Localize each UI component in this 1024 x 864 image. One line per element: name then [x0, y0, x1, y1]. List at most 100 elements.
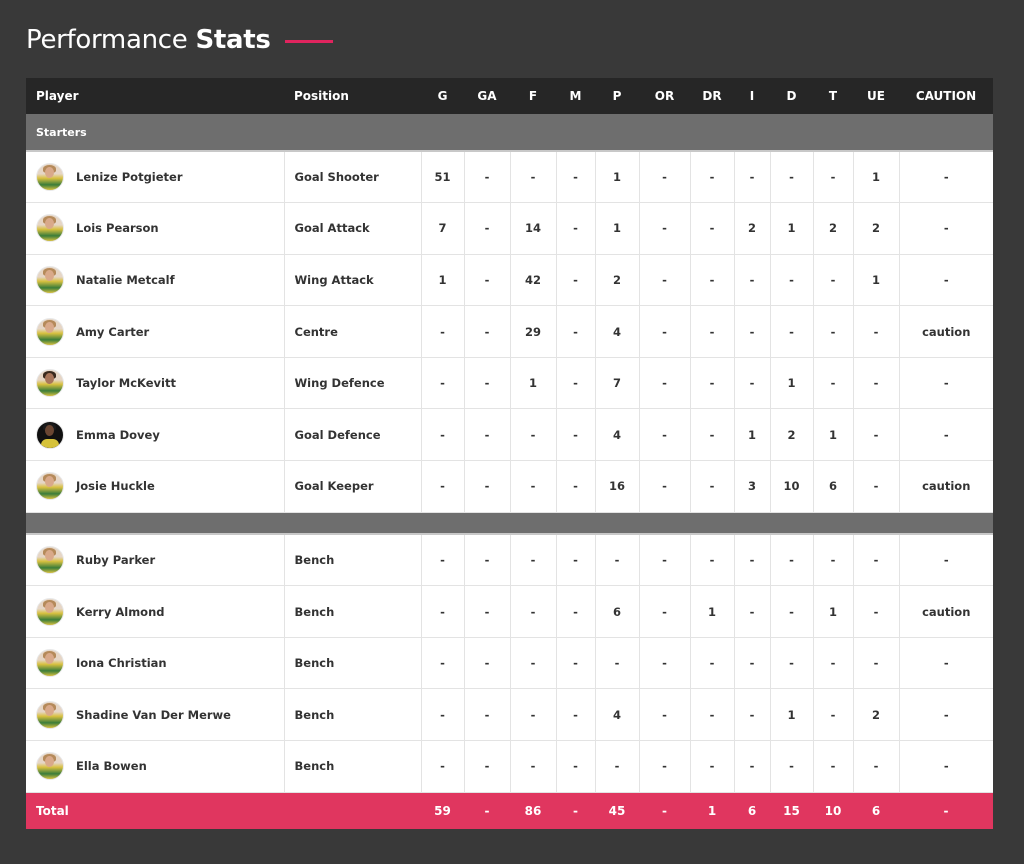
total-or: -: [662, 803, 667, 818]
stat-t: -: [813, 688, 854, 742]
stat-m: -: [556, 740, 596, 793]
player-name[interactable]: Josie Huckle: [76, 479, 155, 494]
column-header-dr[interactable]: DR: [702, 89, 722, 103]
player-name[interactable]: Amy Carter: [76, 324, 150, 339]
player-row[interactable]: Shadine Van Der Merwe Bench - - - -4- - -1-2-: [26, 688, 993, 742]
stat-d: -: [770, 637, 814, 690]
player-name[interactable]: Lenize Potgieter: [76, 170, 183, 185]
stat-caution: -: [899, 357, 993, 410]
column-header-t[interactable]: T: [828, 89, 838, 103]
stat-t: -: [813, 254, 854, 307]
stat-p: 16: [595, 460, 640, 513]
avatar-face: [45, 167, 54, 179]
column-header-p[interactable]: P: [612, 89, 622, 103]
column-header-i[interactable]: I: [749, 89, 755, 103]
column-header-f[interactable]: F: [528, 89, 538, 103]
avatar-face: [45, 321, 54, 333]
stat-i: -: [734, 688, 771, 742]
stat-i: -: [734, 740, 771, 793]
stat-ue: 2: [853, 688, 900, 742]
column-header-g[interactable]: G: [437, 89, 448, 103]
stat-t: 1: [813, 408, 854, 462]
stat-f: -: [510, 637, 557, 690]
stat-ue: 1: [853, 151, 900, 204]
player-cell: Amy Carter: [26, 305, 285, 358]
player-cell: Shadine Van Der Merwe: [26, 688, 285, 742]
player-name[interactable]: Ella Bowen: [76, 759, 147, 774]
player-cell: Josie Huckle: [26, 460, 285, 513]
column-header-d[interactable]: D: [786, 89, 797, 103]
avatar-face: [45, 601, 54, 613]
stat-p: 4: [595, 305, 640, 358]
stat-p: -: [595, 534, 640, 587]
player-position: Goal Shooter: [284, 151, 422, 204]
player-avatar: [36, 214, 64, 243]
column-header-caution[interactable]: CAUTION: [915, 89, 977, 103]
stat-f: 14: [510, 202, 557, 255]
total-label: Total: [36, 803, 69, 818]
player-row[interactable]: Natalie Metcalf Wing Attack 1-42-2- - - - -1-: [26, 254, 993, 307]
stat-i: -: [734, 254, 771, 307]
stat-m: -: [556, 202, 596, 255]
total-i: 6: [747, 803, 757, 818]
stat-d: 1: [770, 357, 814, 410]
player-row[interactable]: Iona Christian Bench - - - - - - - - - - - -: [26, 637, 993, 690]
player-name[interactable]: Taylor McKevitt: [76, 376, 176, 391]
player-name[interactable]: Emma Dovey: [76, 427, 160, 442]
column-header-m[interactable]: M: [569, 89, 582, 103]
player-avatar: [36, 700, 64, 729]
total-g: 59: [434, 803, 451, 818]
player-info: Ella Bowen: [36, 752, 284, 781]
player-avatar: [36, 317, 64, 346]
column-header-ga[interactable]: GA: [477, 89, 497, 103]
stat-ue: -: [853, 460, 900, 513]
stat-ga: -: [464, 254, 511, 307]
stat-or: -: [639, 254, 691, 307]
player-cell: Kerry Almond: [26, 585, 285, 638]
column-header-position[interactable]: Position: [294, 89, 349, 103]
stat-f: -: [510, 585, 557, 638]
player-row[interactable]: Amy Carter Centre - -29-4- - - - - - caution: [26, 305, 993, 358]
player-row[interactable]: Josie Huckle Goal Keeper - - - -16- -3 10 6- caut…: [26, 460, 993, 513]
section-header: Starters: [26, 114, 993, 152]
stat-ga: -: [464, 585, 511, 638]
avatar-face: [45, 704, 54, 716]
stat-m: -: [556, 534, 596, 587]
total-row: Total 59 - 86 - 45 - 1 6 15 10 6 -: [26, 792, 993, 830]
player-name[interactable]: Ruby Parker: [76, 553, 156, 568]
player-avatar: [36, 752, 64, 781]
page-title-bold: Stats: [195, 25, 271, 55]
stat-or: -: [639, 305, 691, 358]
player-position: Goal Attack: [284, 202, 422, 255]
player-row[interactable]: Kerry Almond Bench - - - -6-1- -1- caution: [26, 585, 993, 638]
player-row[interactable]: Ella Bowen Bench - - - - - - - - - - - -: [26, 740, 993, 793]
player-name[interactable]: Kerry Almond: [76, 604, 165, 619]
stat-p: -: [595, 637, 640, 690]
player-name[interactable]: Shadine Van Der Merwe: [76, 707, 231, 722]
player-row[interactable]: Lenize Potgieter Goal Shooter 51- - -1- - - - -1…: [26, 151, 993, 204]
total-caution: -: [943, 803, 949, 818]
player-row[interactable]: Ruby Parker Bench - - - - - - - - - - - -: [26, 534, 993, 587]
column-header-player[interactable]: Player: [36, 89, 79, 103]
stat-m: -: [556, 408, 596, 462]
column-header-ue[interactable]: UE: [867, 89, 885, 103]
player-name[interactable]: Lois Pearson: [76, 221, 159, 236]
player-avatar: [36, 649, 64, 678]
column-header-or[interactable]: OR: [654, 89, 675, 103]
player-info: Shadine Van Der Merwe: [36, 700, 284, 729]
player-position: Bench: [284, 534, 422, 587]
player-name[interactable]: Natalie Metcalf: [76, 272, 175, 287]
player-row[interactable]: Emma Dovey Goal Defence - - - -4- -1 2 1- -: [26, 408, 993, 462]
player-info: Josie Huckle: [36, 472, 284, 501]
stat-m: -: [556, 688, 596, 742]
stat-g: -: [421, 305, 465, 358]
player-row[interactable]: Taylor McKevitt Wing Defence - -1-7- - -1- - -: [26, 357, 993, 410]
stat-dr: -: [690, 637, 735, 690]
player-row[interactable]: Lois Pearson Goal Attack 7-14-1- -2 1 2 2-: [26, 202, 993, 255]
player-avatar: [36, 472, 64, 501]
player-name[interactable]: Iona Christian: [76, 656, 167, 671]
stat-p: 2: [595, 254, 640, 307]
stat-m: -: [556, 585, 596, 638]
stat-g: -: [421, 585, 465, 638]
stat-d: -: [770, 151, 814, 204]
